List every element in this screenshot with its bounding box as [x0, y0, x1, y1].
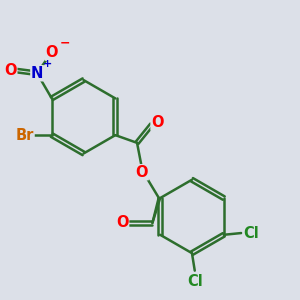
Text: O: O: [116, 215, 129, 230]
Text: −: −: [59, 36, 70, 49]
Text: N: N: [31, 66, 43, 81]
Text: O: O: [151, 115, 164, 130]
Text: Br: Br: [16, 128, 34, 142]
Text: O: O: [4, 63, 17, 78]
Text: Cl: Cl: [243, 226, 259, 241]
Text: O: O: [136, 165, 148, 180]
Text: Cl: Cl: [187, 274, 203, 289]
Text: O: O: [46, 45, 58, 60]
Text: +: +: [44, 59, 52, 69]
